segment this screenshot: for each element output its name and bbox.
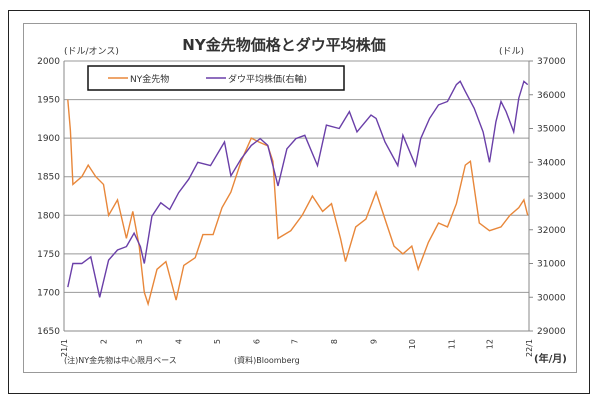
x-tick: 12 — [486, 339, 495, 349]
y-tick-left: 1850 — [37, 173, 60, 183]
x-tick: 11 — [447, 339, 456, 349]
source-note: (資料)Bloomberg — [234, 355, 300, 365]
legend-label-dow: ダウ平均株価(右軸) — [228, 73, 307, 85]
y-tick-right: 30000 — [537, 293, 566, 303]
x-tick: 3 — [135, 339, 144, 344]
chart-area: NY金先物価格とダウ平均株価 (ドル/オンス) (ドル) (年/月) (注)NY… — [23, 23, 577, 373]
y-tick-right: 33000 — [537, 192, 566, 202]
x-tick: 9 — [370, 339, 379, 344]
y-tick-left: 1700 — [37, 288, 60, 298]
x-tick: 2 — [99, 339, 108, 344]
x-tick: 7 — [291, 339, 300, 344]
legend-label-gold: NY金先物 — [130, 73, 169, 85]
x-tick: 10 — [408, 339, 417, 349]
y-tick-left: 1750 — [37, 250, 60, 260]
y-tick-left: 1900 — [37, 134, 60, 144]
y-tick-right: 37000 — [537, 57, 566, 67]
gold-line — [67, 99, 529, 307]
x-tick: 8 — [330, 339, 339, 344]
x-tick: 4 — [175, 339, 184, 344]
left-axis-label: (ドル/オンス) — [64, 46, 119, 57]
chart-frame: NY金先物価格とダウ平均株価 (ドル/オンス) (ドル) (年/月) (注)NY… — [8, 10, 590, 394]
y-tick-left: 1800 — [37, 211, 60, 221]
y-tick-right: 36000 — [537, 91, 566, 101]
y-tick-left: 2000 — [37, 57, 60, 67]
x-axis-label: (年/月) — [534, 352, 567, 365]
x-tick: 6 — [252, 339, 261, 344]
right-axis-label: (ドル) — [499, 47, 524, 57]
y-tick-right: 34000 — [537, 158, 566, 168]
y-tick-right: 32000 — [537, 226, 566, 236]
y-tick-right: 29000 — [537, 327, 566, 337]
x-tick: 5 — [213, 339, 222, 344]
dow-line — [67, 80, 529, 298]
x-tick: 21/1 — [60, 339, 69, 357]
y-tick-left: 1950 — [37, 96, 60, 106]
chart-title: NY金先物価格とダウ平均株価 — [182, 36, 385, 54]
x-tick: 22/1 — [525, 339, 534, 357]
footnote: (注)NY金先物は中心限月ベース — [64, 355, 177, 365]
chart-svg: NY金先物価格とダウ平均株価 (ドル/オンス) (ドル) (年/月) (注)NY… — [37, 36, 567, 365]
y-tick-right: 31000 — [537, 260, 566, 270]
y-tick-right: 35000 — [537, 125, 566, 135]
y-tick-left: 1650 — [37, 327, 60, 337]
